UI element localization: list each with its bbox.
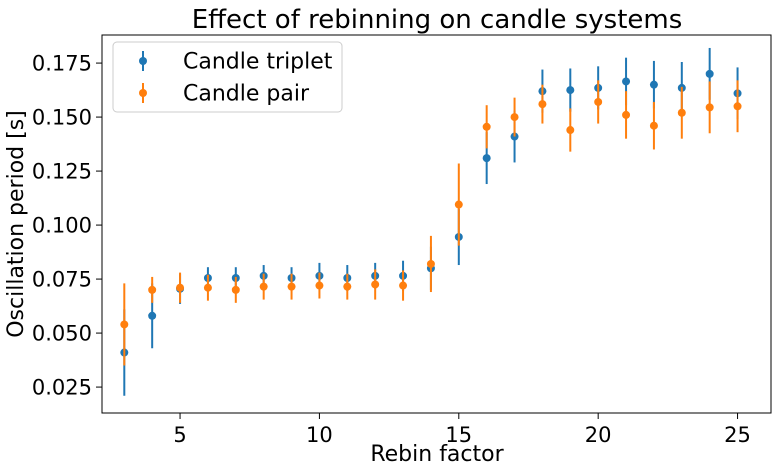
- data-point: [622, 110, 631, 119]
- data-point: [566, 86, 575, 95]
- data-point: [426, 259, 435, 268]
- data-point: [733, 102, 742, 111]
- data-point: [454, 200, 463, 209]
- data-point: [287, 282, 296, 291]
- data-point: [343, 282, 352, 291]
- legend: Candle triplet Candle pair: [112, 41, 343, 113]
- data-point: [705, 103, 714, 112]
- axis-layer: 5 10 15 20 25 0.025 0.050 0.075 0.100 0.125 0.150 0…: [32, 52, 751, 447]
- data-point: [120, 320, 129, 329]
- y-axis-label: Oscillation period [s]: [4, 110, 29, 338]
- y-tick-label: 0.100: [32, 214, 92, 238]
- legend-marker: [139, 57, 147, 65]
- x-tick-label: 15: [445, 423, 472, 447]
- x-tick-label: 25: [724, 423, 751, 447]
- data-point: [677, 108, 686, 117]
- data-point: [594, 97, 603, 106]
- data-point: [148, 285, 157, 294]
- data-point: [566, 126, 575, 135]
- data-point: [510, 113, 519, 122]
- y-tick-label: 0.025: [32, 376, 92, 400]
- data-point: [399, 281, 408, 290]
- chart-title: Effect of rebinning on candle systems: [192, 5, 683, 35]
- data-point: [705, 69, 714, 78]
- data-point: [176, 283, 185, 292]
- y-tick-label: 0.175: [32, 52, 92, 76]
- series-layer: [120, 47, 742, 396]
- y-tick-label: 0.150: [32, 106, 92, 130]
- data-point: [622, 77, 631, 86]
- legend-label: Candle pair: [183, 82, 310, 107]
- legend-label: Candle triplet: [183, 50, 333, 75]
- data-point: [538, 100, 547, 109]
- y-tick-label: 0.050: [32, 322, 92, 346]
- data-point: [371, 280, 380, 289]
- legend-marker: [139, 89, 147, 97]
- data-point: [148, 311, 157, 320]
- data-point: [649, 121, 658, 130]
- legend-box: [112, 41, 343, 113]
- x-tick-label: 5: [173, 423, 186, 447]
- x-tick-label: 20: [585, 423, 612, 447]
- data-point: [482, 122, 491, 131]
- plot-frame: [101, 34, 772, 414]
- data-point: [231, 285, 240, 294]
- data-point: [259, 282, 268, 291]
- y-tick-label: 0.125: [32, 160, 92, 184]
- x-tick-label: 10: [306, 423, 333, 447]
- series-candle-pair: [120, 80, 742, 366]
- y-tick-label: 0.075: [32, 268, 92, 292]
- data-point: [315, 281, 324, 290]
- data-point: [482, 154, 491, 163]
- data-point: [649, 80, 658, 89]
- x-axis-label: Rebin factor: [370, 442, 504, 467]
- data-point: [203, 283, 212, 292]
